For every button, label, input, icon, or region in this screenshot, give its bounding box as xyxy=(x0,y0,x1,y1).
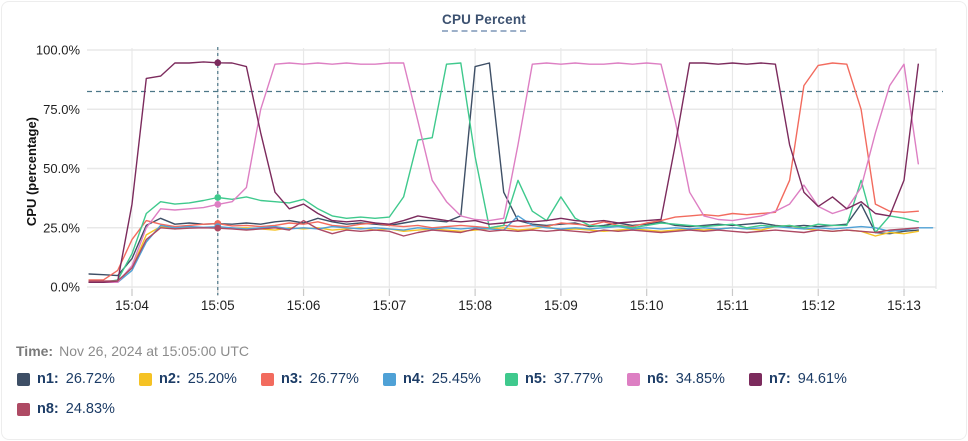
legend-swatch-n3 xyxy=(261,372,274,386)
legend-value-n7: 94.61% xyxy=(797,371,847,387)
legend-label-n7: n7: xyxy=(769,371,791,387)
x-tick-label: 15:06 xyxy=(287,298,321,313)
series-line-n1 xyxy=(88,62,919,277)
legend-label-n2: n2: xyxy=(159,371,181,387)
legend-item-n5[interactable]: n5: 37.77% xyxy=(505,368,627,390)
x-tick-label: 15:10 xyxy=(630,298,664,313)
legend-item-n8[interactable]: n8: 24.83% xyxy=(17,398,139,420)
time-label-prefix: Time: xyxy=(16,343,54,359)
legend-label-n6: n6: xyxy=(647,371,669,387)
series-line-n8 xyxy=(88,219,919,282)
x-tick-label: 15:05 xyxy=(201,298,235,313)
legend-label-n3: n3: xyxy=(281,371,303,387)
chart-title[interactable]: CPU Percent xyxy=(442,12,526,32)
y-tick-label: 50.0% xyxy=(43,161,80,176)
legend-value-n2: 25.20% xyxy=(187,371,237,387)
legend-item-n1[interactable]: n1: 26.72% xyxy=(17,368,139,390)
time-label: Time: Nov 26, 2024 at 15:05:00 UTC xyxy=(16,343,249,359)
legend-value-n4: 25.45% xyxy=(431,371,481,387)
crosshair-dot-n8 xyxy=(214,224,222,232)
series-line-n6 xyxy=(88,62,919,283)
legend-value-n6: 34.85% xyxy=(675,371,725,387)
legend-swatch-n4 xyxy=(383,372,396,386)
y-tick-label: 0.0% xyxy=(50,280,80,295)
x-tick-label: 15:07 xyxy=(372,298,406,313)
legend-value-n8: 24.83% xyxy=(65,401,115,417)
legend: n1: 26.72% n2: 25.20% n3: 26.77% n4: 25.45% n5: 3… xyxy=(17,368,957,420)
legend-value-n5: 37.77% xyxy=(553,371,603,387)
series-line-n2 xyxy=(88,224,919,283)
legend-item-n6[interactable]: n6: 34.85% xyxy=(627,368,749,390)
chart-title-wrap: CPU Percent xyxy=(2,11,966,32)
legend-swatch-n7 xyxy=(749,372,762,386)
series-line-n3 xyxy=(88,62,919,281)
time-label-value: Nov 26, 2024 at 15:05:00 UTC xyxy=(59,343,249,359)
crosshair-dot-n5 xyxy=(214,194,222,201)
legend-item-n7[interactable]: n7: 94.61% xyxy=(749,368,871,390)
x-tick-label: 15:09 xyxy=(544,298,578,313)
x-tick-label: 15:11 xyxy=(716,298,749,313)
legend-label-n4: n4: xyxy=(403,371,425,387)
y-tick-label: 100.0% xyxy=(36,43,81,58)
series-line-n5 xyxy=(88,62,919,283)
legend-item-n3[interactable]: n3: 26.77% xyxy=(261,368,383,390)
legend-value-n1: 26.72% xyxy=(65,371,115,387)
cpu-chart: 100.0% 75.0% 50.0% 25.0% 0.0% 15:04 15:05 15:06… xyxy=(36,43,943,313)
y-tick-label: 25.0% xyxy=(43,220,80,235)
legend-swatch-n5 xyxy=(505,372,518,386)
legend-swatch-n1 xyxy=(17,372,30,386)
x-tick-label: 15:13 xyxy=(887,298,921,313)
legend-label-n8: n8: xyxy=(37,401,59,417)
legend-swatch-n6 xyxy=(627,372,640,386)
crosshair-dot-n7 xyxy=(214,59,222,67)
legend-item-n2[interactable]: n2: 25.20% xyxy=(139,368,261,390)
series-line-n7 xyxy=(88,61,919,283)
legend-label-n1: n1: xyxy=(37,371,59,387)
y-tick-label: 75.0% xyxy=(43,102,80,117)
legend-label-n5: n5: xyxy=(525,371,547,387)
series-line-n4 xyxy=(88,215,934,283)
x-tick-label: 15:08 xyxy=(458,298,492,313)
crosshair-dot-n6 xyxy=(214,201,222,208)
legend-item-n4[interactable]: n4: 25.45% xyxy=(383,368,505,390)
x-tick-label: 15:04 xyxy=(115,298,149,313)
x-tick-label: 15:12 xyxy=(801,298,835,313)
legend-value-n3: 26.77% xyxy=(309,371,359,387)
legend-swatch-n8 xyxy=(17,402,30,416)
legend-swatch-n2 xyxy=(139,372,152,386)
